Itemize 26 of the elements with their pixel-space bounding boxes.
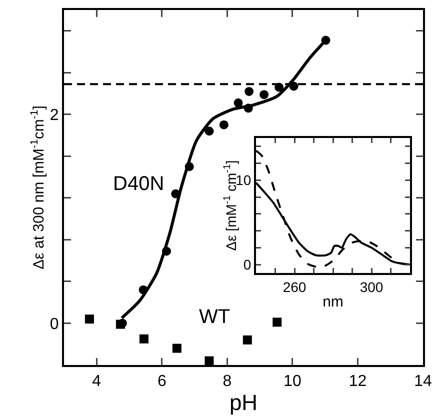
- x-tick-label: 10: [284, 373, 302, 390]
- x-tick-label: 8: [222, 373, 232, 390]
- x-tick-label: 4: [92, 373, 102, 390]
- y-tick-label: 0: [50, 316, 59, 333]
- series-label: D40N: [113, 173, 164, 195]
- x-tick-label: 6: [157, 373, 166, 390]
- point: [219, 120, 228, 130]
- point: [139, 334, 148, 344]
- point: [204, 126, 214, 136]
- x-tick-label: 300: [360, 278, 384, 295]
- y-tick-label: 0: [243, 256, 252, 272]
- point: [242, 335, 252, 344]
- point: [234, 98, 243, 108]
- point: [172, 344, 182, 353]
- x-tick-label: 12: [348, 373, 367, 390]
- x-axis-title: nm: [322, 293, 344, 310]
- y-tick-label: 2: [50, 107, 59, 124]
- point: [244, 86, 254, 96]
- x-tick-label: 260: [282, 278, 306, 295]
- point: [84, 314, 94, 324]
- point: [260, 90, 269, 100]
- x-axis-title: pH: [229, 390, 258, 416]
- point: [272, 318, 282, 327]
- x-tick-label: 14: [414, 373, 432, 390]
- series-label: WT: [199, 306, 230, 328]
- point: [204, 356, 214, 366]
